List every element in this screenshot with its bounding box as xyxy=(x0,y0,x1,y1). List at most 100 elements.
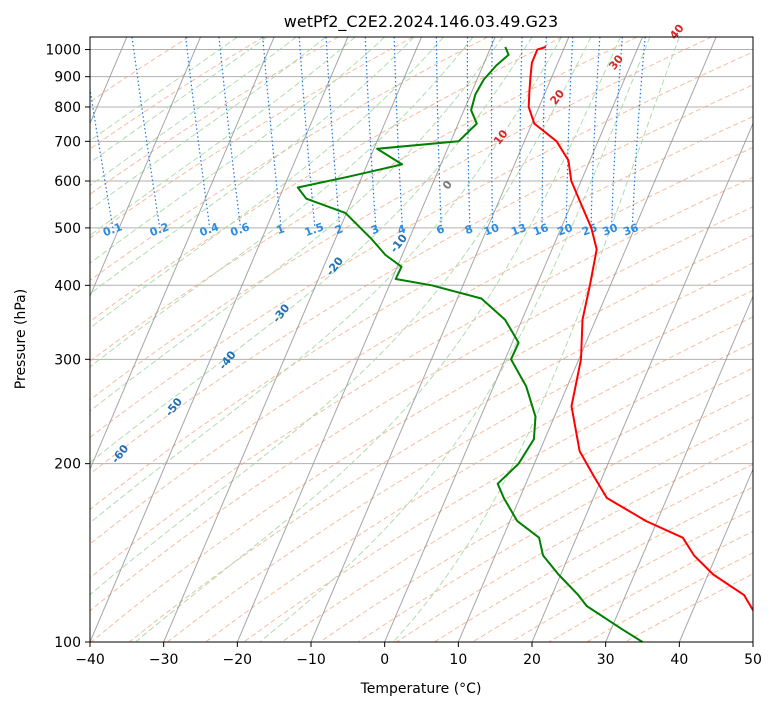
dry-adiabat-line xyxy=(90,37,414,239)
x-axis-label: Temperature (°C) xyxy=(360,681,482,697)
y-axis: 100 200 300 400 500 600 700 800 900 1000 xyxy=(45,43,90,651)
x-tick-label: 10 xyxy=(449,652,467,668)
mixing-ratio-line xyxy=(590,37,601,228)
mixing-ratio-label: 4 xyxy=(396,222,408,237)
dry-adiabat-line xyxy=(548,530,753,642)
y-tick-label: 500 xyxy=(54,221,81,237)
x-tick-label: −10 xyxy=(296,652,326,668)
isotherm-line xyxy=(310,37,570,642)
moist-adiabat-line xyxy=(90,37,327,211)
y-axis-label: Pressure (hPa) xyxy=(13,289,29,389)
x-tick-label: −30 xyxy=(149,652,179,668)
dry-adiabat-line xyxy=(90,84,753,475)
y-tick-label: 100 xyxy=(54,635,81,651)
isotherm-line xyxy=(531,122,753,642)
moist-adiabat-line xyxy=(90,37,238,142)
mixing-ratio-label: 20 xyxy=(556,221,575,239)
moist-adiabat-line xyxy=(90,37,444,329)
moist-adiabat-line xyxy=(90,37,268,164)
mixing-ratio-label: 8 xyxy=(463,222,475,237)
y-tick-label: 600 xyxy=(54,174,81,190)
dry-adiabat-line xyxy=(281,367,753,642)
dry-adiabat-line xyxy=(357,416,753,642)
mixing-ratio-label: 0.2 xyxy=(148,220,171,239)
y-tick-label: 400 xyxy=(54,278,81,294)
y-tick-label: 300 xyxy=(54,352,81,368)
y-tick-label: 900 xyxy=(54,70,81,86)
dry-adiabat-line xyxy=(90,234,753,642)
isotherm-label: 30 xyxy=(606,52,626,72)
mixing-ratio-label: 1 xyxy=(275,222,287,237)
isotherm-line xyxy=(236,37,496,642)
isotherm-line xyxy=(457,37,717,642)
mixing-ratio-label: 2 xyxy=(333,222,345,237)
dry-adiabat-line xyxy=(90,37,712,401)
mixing-ratio-line xyxy=(490,37,494,228)
x-tick-label: 20 xyxy=(523,652,541,668)
dry-adiabat-line xyxy=(90,37,264,150)
moist-adiabat-line xyxy=(90,37,592,596)
isotherm-line xyxy=(384,37,643,642)
dry-adiabat-line xyxy=(434,463,753,642)
dry-adiabat-line xyxy=(510,508,753,642)
dry-adiabat-line xyxy=(90,37,488,282)
chart-title: wetPf2_C2E2.2024.146.03.49.G23 xyxy=(284,12,558,32)
dry-adiabat-line xyxy=(586,552,753,642)
moist-adiabat-line xyxy=(90,37,474,368)
isotherm-label: 40 xyxy=(667,22,687,42)
mixing-ratio-label: 0.4 xyxy=(198,220,221,239)
isotherm-line xyxy=(90,37,275,471)
dry-adiabat-line xyxy=(90,206,753,612)
dry-adiabat-line xyxy=(129,262,753,642)
moist-adiabat-line xyxy=(90,37,356,236)
isotherm-line xyxy=(90,37,201,298)
dry-adiabat-line xyxy=(90,37,563,323)
x-axis: −40 −30 −20 −10 0 10 20 30 40 50 xyxy=(75,642,762,668)
moist-adiabat-line xyxy=(90,37,415,295)
x-tick-label: −40 xyxy=(75,652,105,668)
y-tick-label: 800 xyxy=(54,100,81,116)
isotherm-label: 0 xyxy=(440,178,455,192)
x-tick-label: 30 xyxy=(597,652,615,668)
dry-adiabat-line xyxy=(205,316,753,642)
moist-adiabat-line xyxy=(90,37,503,412)
dry-adiabat-line xyxy=(90,146,753,545)
moist-adiabat-line xyxy=(90,37,297,187)
mixing-ratio-line xyxy=(185,37,211,228)
moist-adiabat-line xyxy=(392,37,680,642)
mixing-ratio-label: 0.6 xyxy=(229,220,252,239)
isotherm-label: -10 xyxy=(388,231,411,255)
temperature-line xyxy=(527,46,753,613)
line-labels: 0.1 0.2 0.4 0.6 1 1.5 2 3 4 6 8 10 13 16 20 25 30 36-60-5… xyxy=(101,22,687,466)
moist-adiabat-line xyxy=(90,37,533,464)
dry-adiabat-line xyxy=(319,392,753,642)
moist-adiabat-line xyxy=(90,37,562,524)
dry-adiabat-line xyxy=(167,289,753,642)
dry-adiabat-line xyxy=(90,37,339,195)
isotherm-line xyxy=(752,640,753,642)
mixing-ratio-line xyxy=(90,85,114,229)
mixing-ratio-label: 16 xyxy=(531,221,550,239)
dry-adiabat-line xyxy=(90,51,753,438)
x-tick-label: 0 xyxy=(380,652,389,668)
moist-adiabat-line xyxy=(135,37,621,642)
mixing-ratio-label: 13 xyxy=(509,221,528,238)
mixing-ratio-line xyxy=(218,37,242,228)
mixing-ratio-label: 30 xyxy=(601,221,620,239)
mixing-ratio-label: 3 xyxy=(369,222,381,237)
isotherm-label: -50 xyxy=(163,395,186,419)
mixing-ratio-label: 1.5 xyxy=(303,220,326,239)
mixing-ratio-label: 6 xyxy=(435,222,447,237)
x-tick-label: 50 xyxy=(744,652,762,668)
mixing-ratio-label: 10 xyxy=(482,221,501,239)
dewpoint-line xyxy=(296,46,644,642)
mixing-ratio-line xyxy=(435,37,442,228)
dry-adiabat-line xyxy=(90,37,638,362)
isotherm-line xyxy=(90,37,349,642)
isotherm-label: -30 xyxy=(270,301,293,325)
mixing-ratio-label: 25 xyxy=(580,221,599,238)
mixing-ratio-line xyxy=(364,37,377,228)
isotherm-line xyxy=(678,467,753,642)
x-tick-label: −20 xyxy=(223,652,253,668)
